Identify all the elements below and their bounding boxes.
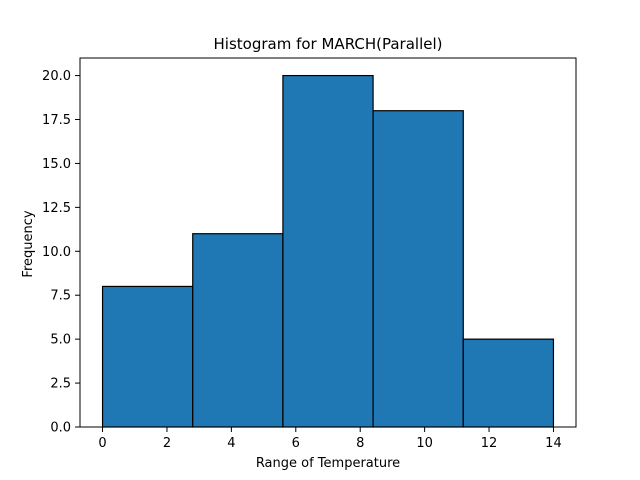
y-tick-label-5: 12.5 bbox=[42, 201, 71, 216]
y-axis-ticks: 0.0 2.5 5.0 7.5 10.0 12.5 15.0 17.5 20.0 bbox=[42, 69, 80, 436]
x-tick-label-1: 2 bbox=[163, 436, 171, 451]
x-tick-label-7: 14 bbox=[545, 436, 562, 451]
y-tick-label-6: 15.0 bbox=[42, 157, 71, 172]
histogram-bar-2 bbox=[282, 74, 374, 428]
x-tick-label-5: 10 bbox=[416, 436, 433, 451]
x-axis-ticks: 0 2 4 6 8 10 12 14 bbox=[98, 427, 562, 451]
histogram-bar-3 bbox=[372, 110, 464, 428]
x-tick-label-6: 12 bbox=[481, 436, 498, 451]
y-tick-label-2: 5.0 bbox=[50, 333, 71, 348]
y-tick-label-0: 0.0 bbox=[50, 421, 71, 436]
plot-frame bbox=[79, 57, 577, 428]
x-tick-label-3: 6 bbox=[292, 436, 300, 451]
histogram-bar-0 bbox=[101, 285, 194, 428]
x-tick-label-4: 8 bbox=[356, 436, 364, 451]
x-tick-label-2: 4 bbox=[227, 436, 235, 451]
x-axis-label: Range of Temperature bbox=[256, 456, 400, 471]
y-tick-label-7: 17.5 bbox=[42, 113, 71, 128]
y-tick-label-1: 2.5 bbox=[50, 377, 71, 392]
y-tick-label-4: 10.0 bbox=[42, 245, 71, 260]
y-axis-label: Frequency bbox=[21, 210, 36, 277]
y-tick-label-3: 7.5 bbox=[50, 289, 71, 304]
y-tick-label-8: 20.0 bbox=[42, 69, 71, 84]
histogram-bar-4 bbox=[462, 338, 555, 428]
chart-title: Histogram for MARCH(Parallel) bbox=[214, 35, 443, 53]
bars-group bbox=[101, 74, 555, 428]
histogram-bar-1 bbox=[192, 233, 284, 428]
x-tick-label-0: 0 bbox=[98, 436, 106, 451]
